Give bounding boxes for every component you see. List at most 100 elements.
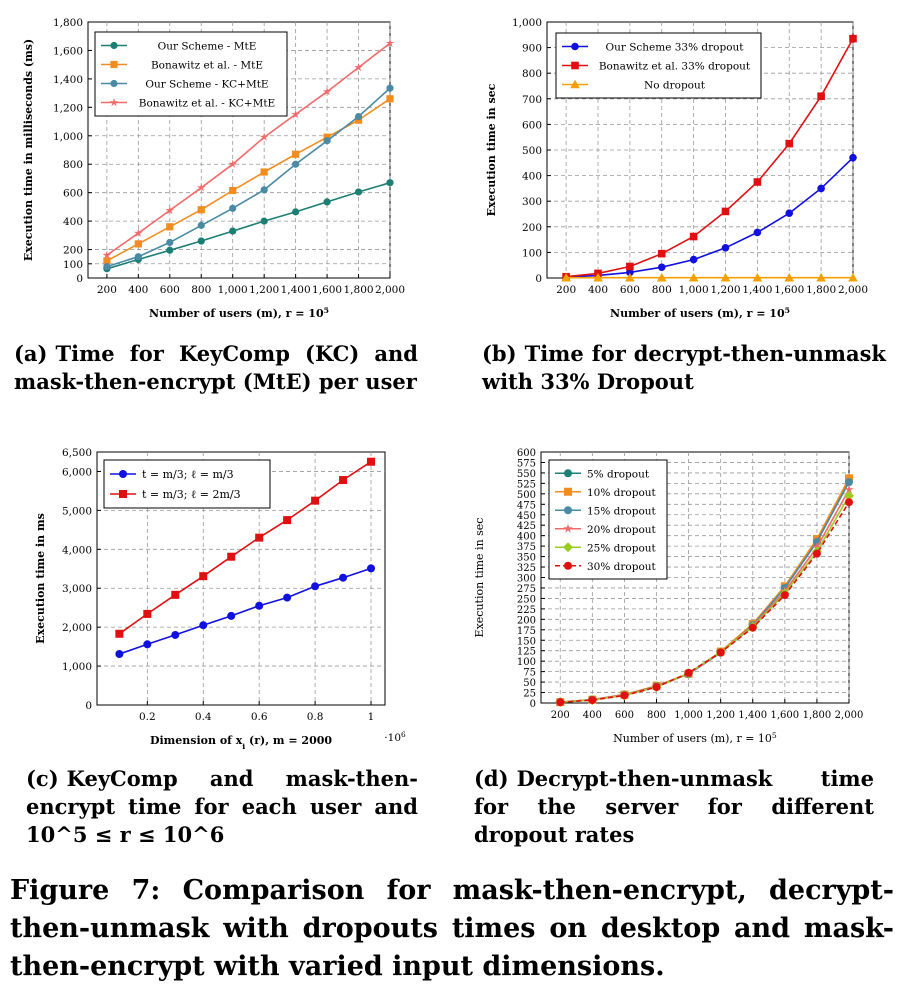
x-tick-label: 1,200 [710, 284, 740, 296]
chart-c-input-dimension-time: 0.2 0.4 0.6 0.8 1 0 1,000 2,000 3,000 4,000 5,000 6… [34, 447, 406, 751]
legend-marker [110, 79, 118, 88]
data-point [354, 188, 363, 196]
data-point [626, 262, 634, 271]
x-tick-label: 2,000 [835, 710, 864, 721]
legend-label: Our Scheme 33% dropout [605, 42, 744, 54]
legend-marker [110, 60, 118, 69]
y-tick-label: 5,000 [62, 505, 92, 517]
y-tick-label: 300 [517, 574, 536, 585]
caption-d-text: Decrypt-then-unmask time for the server … [474, 766, 874, 847]
data-point [848, 272, 858, 282]
x-tick-label: 1,400 [281, 284, 311, 296]
data-point [102, 250, 112, 259]
y-tick-label: 3,000 [62, 583, 92, 595]
legend-box [555, 32, 762, 99]
caption-c-text: KeyComp and mask-then-encrypt time for e… [26, 766, 418, 847]
y-tick-label: 800 [63, 159, 83, 171]
y-tick-label: 50 [523, 678, 536, 689]
legend: Our Scheme 33% dropout Bonawitz et al. 33… [555, 32, 762, 99]
data-point [817, 184, 825, 193]
legend-marker [563, 523, 573, 533]
data-point [721, 243, 730, 252]
y-tick-label: 200 [517, 615, 536, 626]
data-point [115, 629, 124, 638]
data-point [283, 593, 292, 602]
y-tick-label: 400 [517, 532, 536, 543]
data-point [197, 221, 205, 229]
y-tick-label: 700 [522, 94, 542, 106]
data-point [354, 62, 363, 72]
y-tick-label: 6,500 [62, 447, 92, 459]
x-tick-label: 1,600 [774, 284, 804, 296]
y-tick-label: 25 [523, 689, 536, 700]
series-line-1 [106, 181, 391, 270]
y-tick-label: 300 [522, 196, 542, 208]
y-tick-label: 400 [63, 216, 83, 228]
data-point [255, 601, 264, 610]
data-point [339, 476, 348, 485]
x-tick-label: 400 [128, 284, 148, 296]
series-line-3 [106, 87, 391, 268]
y-tick-label: 1,600 [53, 45, 83, 57]
y-tick-label: 600 [522, 119, 542, 131]
x-tick-label: 1,400 [738, 710, 767, 721]
y-tick-label: 2,000 [62, 622, 92, 634]
x-tick-label: 1,200 [706, 710, 735, 721]
data-point [752, 272, 763, 282]
legend-box [103, 459, 271, 509]
data-point [134, 240, 142, 248]
x-tick-label: 800 [652, 284, 672, 296]
data-point [103, 257, 111, 265]
data-point [166, 246, 174, 254]
caption-b: (b) Time for decrypt-then-unmask with 33%… [482, 340, 886, 396]
data-point [134, 253, 142, 261]
y-tick-label: 600 [517, 448, 536, 459]
y-tick-label: 575 [517, 458, 536, 469]
legend-label: Our Scheme - KC+MtE [145, 79, 268, 91]
data-point [197, 206, 205, 214]
data-point [229, 204, 237, 212]
data-point [656, 272, 667, 282]
data-point [171, 590, 180, 599]
data-point [227, 552, 236, 561]
legend-label: 10% dropout [587, 487, 657, 499]
y-tick-label: 150 [517, 636, 536, 647]
caption-a: (a) Time for KeyComp (KC) and mask-then-e… [14, 340, 418, 396]
legend-label: Our Scheme - MtE [158, 41, 257, 53]
x-tick-label: 2,000 [375, 284, 405, 296]
data-point [228, 159, 238, 168]
data-point [199, 572, 208, 581]
y-tick-label: 400 [522, 171, 542, 183]
x-tick-label: 1,200 [249, 284, 279, 296]
legend-label: 5% dropout [587, 468, 650, 480]
legend-label: 25% dropout [587, 542, 657, 554]
data-point [115, 650, 124, 659]
legend-marker [110, 41, 118, 50]
y-axis-label: Execution time in milliseconds (ms) [22, 39, 35, 261]
caption-d-label: (d) [474, 766, 509, 791]
data-point [716, 648, 725, 657]
data-point [255, 533, 264, 542]
data-point [844, 490, 854, 501]
data-point [165, 205, 175, 215]
x-tick-label: 200 [556, 284, 576, 296]
data-point [817, 92, 825, 101]
y-tick-label: 550 [517, 469, 536, 480]
data-point [561, 272, 571, 282]
y-tick-label: 1,000 [62, 661, 92, 673]
y-tick-label: 900 [522, 43, 542, 55]
y-tick-label: 375 [517, 542, 536, 553]
data-point [784, 272, 795, 282]
legend-marker [570, 79, 580, 89]
legend-marker [119, 490, 127, 498]
chart-a-keycomp-mte-time: 200 400 600 800 1,000 1,200 1,400 1,600 1,800 2,0… [22, 17, 405, 320]
data-point [385, 38, 395, 48]
legend-label: Bonawitz et al. - MtE [151, 60, 263, 72]
legend-marker [109, 97, 119, 107]
data-point [199, 621, 208, 630]
y-tick-label: 6,000 [62, 466, 92, 478]
data-point [260, 168, 268, 176]
data-point [785, 139, 794, 148]
data-point [844, 484, 854, 494]
y-tick-label: 200 [63, 245, 83, 257]
